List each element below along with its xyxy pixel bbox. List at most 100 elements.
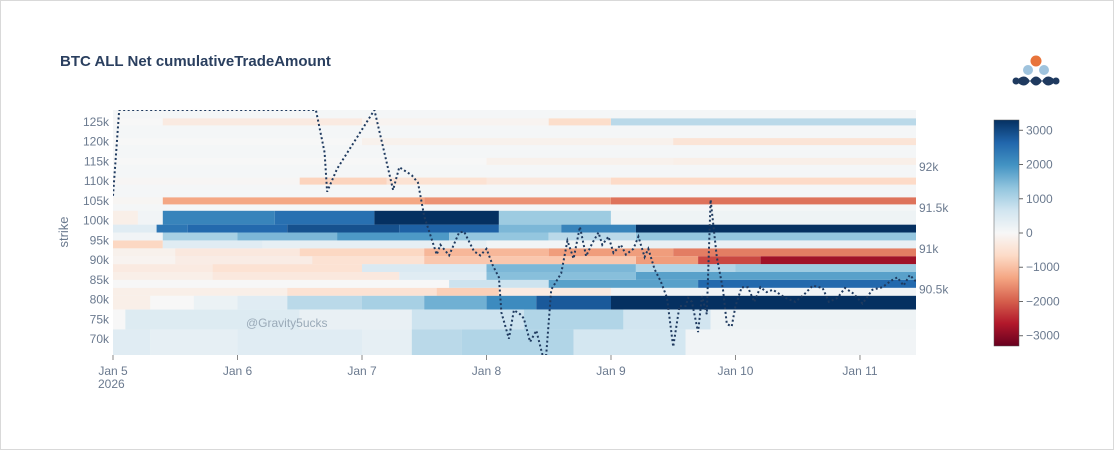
heatmap-cell <box>113 210 138 225</box>
heatmap-cell <box>113 279 450 288</box>
price-line <box>113 110 916 355</box>
heatmap-cell <box>710 309 916 330</box>
heatmap-cell <box>635 240 916 249</box>
heatmap-cell <box>611 210 916 225</box>
heatmap-cell <box>411 309 524 330</box>
heatmap-cell <box>287 295 362 310</box>
heatmap-cell <box>424 197 611 205</box>
heatmap-cell <box>611 197 916 205</box>
heatmap-cell <box>486 272 636 280</box>
heatmap-cell <box>113 295 151 310</box>
colorbar-tick-label: 3000 <box>1026 123 1053 137</box>
price-tick-label: 91.5k <box>919 201 949 215</box>
heatmap-cell <box>548 279 699 288</box>
heatmap-cell <box>113 287 288 296</box>
heatmap-cell <box>274 210 375 225</box>
heatmap-cell <box>237 295 288 310</box>
heatmap-cell <box>113 256 176 265</box>
heatmap-cell <box>486 295 537 310</box>
heatmap-cell <box>299 248 425 257</box>
colorbar-tick-label: 1000 <box>1026 192 1053 206</box>
heatmap-cell <box>536 295 611 310</box>
heatmap-cell <box>299 309 412 330</box>
heatmap-cell <box>362 295 425 310</box>
y-tick-label: 95k <box>90 233 110 247</box>
y-axis-title: strike <box>56 216 71 247</box>
heatmap-cell <box>299 177 387 185</box>
heatmap-cell <box>113 309 126 330</box>
heatmap-cell <box>162 240 263 249</box>
heatmap-cell <box>523 309 624 330</box>
heatmap-cell <box>673 157 916 165</box>
heatmap-cell <box>175 248 300 257</box>
heatmap-cell <box>498 210 611 225</box>
heatmap-cell <box>362 264 487 272</box>
heatmap-cell <box>113 197 163 205</box>
colorbar <box>993 119 1020 347</box>
heatmap-cell <box>362 138 674 146</box>
heatmap-cell <box>137 210 163 225</box>
heatmap-cell <box>113 240 163 249</box>
heatmap-cell <box>548 248 674 257</box>
heatmap-cell <box>113 177 300 185</box>
heatmap-cell <box>113 264 213 272</box>
heatmap-cell <box>635 232 916 241</box>
heatmap-cell <box>175 256 313 265</box>
heatmap-cell <box>237 232 338 241</box>
watermark-annotation: @Gravity5ucks <box>246 316 328 330</box>
colorbar-tick-label: −2000 <box>1026 294 1060 308</box>
x-axis: Jan 5 Jan 6 Jan 7 Jan 8 Jan 9 Jan 10 Jan 11 <box>98 355 878 378</box>
heatmap-cell <box>573 329 686 355</box>
heatmap-cell <box>498 224 562 233</box>
y-tick-label: 85k <box>90 273 110 287</box>
heatmap-cell <box>362 240 487 249</box>
heatmap-cell <box>113 157 487 165</box>
price-tick-label: 91k <box>919 242 939 256</box>
heatmap-cell <box>150 295 194 310</box>
heatmap-cell <box>548 232 636 241</box>
heatmap-cell <box>113 248 176 257</box>
heatmap-cell <box>162 118 362 126</box>
brand-logo-icon <box>1012 55 1060 86</box>
x-tick-label: Jan 9 <box>596 364 626 378</box>
heatmap-cell <box>362 329 412 355</box>
heatmap-cell <box>611 295 916 310</box>
y-tick-label: 80k <box>90 293 110 307</box>
heatmap-cell <box>337 232 450 241</box>
heatmap-cell <box>449 279 549 288</box>
heatmap-cell <box>735 264 916 272</box>
heatmap-cell <box>262 240 362 249</box>
heatmap-cell <box>424 256 636 265</box>
heatmap-cell <box>113 118 163 126</box>
y-tick-label: 120k <box>83 135 110 149</box>
heatmap-cell <box>156 224 188 233</box>
x-tick-label: Jan 7 <box>347 364 377 378</box>
x-tick-label: Jan 6 <box>223 364 253 378</box>
heatmap-cell <box>113 272 213 280</box>
heatmap-cell <box>461 329 574 355</box>
y-tick-label: 75k <box>90 312 110 326</box>
heatmap-cell <box>698 279 916 288</box>
colorbar-tick-label: −3000 <box>1026 329 1060 343</box>
heatmap-cell <box>611 177 916 185</box>
heatmap-cell <box>287 224 400 233</box>
heatmap-cell <box>486 157 674 165</box>
heatmap-cell <box>362 118 549 126</box>
price-axis: 92k 91.5k 91k 90.5k <box>919 160 949 296</box>
heatmap-cell <box>187 224 288 233</box>
heatmap-cell <box>125 309 300 330</box>
heatmap-cell <box>399 224 499 233</box>
price-tick-label: 92k <box>919 160 939 174</box>
heatmap-cell <box>411 329 462 355</box>
heatmap-cells <box>113 118 916 355</box>
heatmap-cell <box>760 256 916 265</box>
heatmap-cell <box>685 329 916 355</box>
heatmap-cell <box>673 248 916 257</box>
colorbar-tick-label: 2000 <box>1026 158 1053 172</box>
y-tick-label: 100k <box>83 214 110 228</box>
colorbar-ticks: 3000 2000 1000 0 −1000 −2000 −3000 <box>1019 123 1060 343</box>
heatmap-cell <box>374 210 499 225</box>
heatmap-cell <box>162 232 238 241</box>
heatmap-cell <box>635 272 916 280</box>
